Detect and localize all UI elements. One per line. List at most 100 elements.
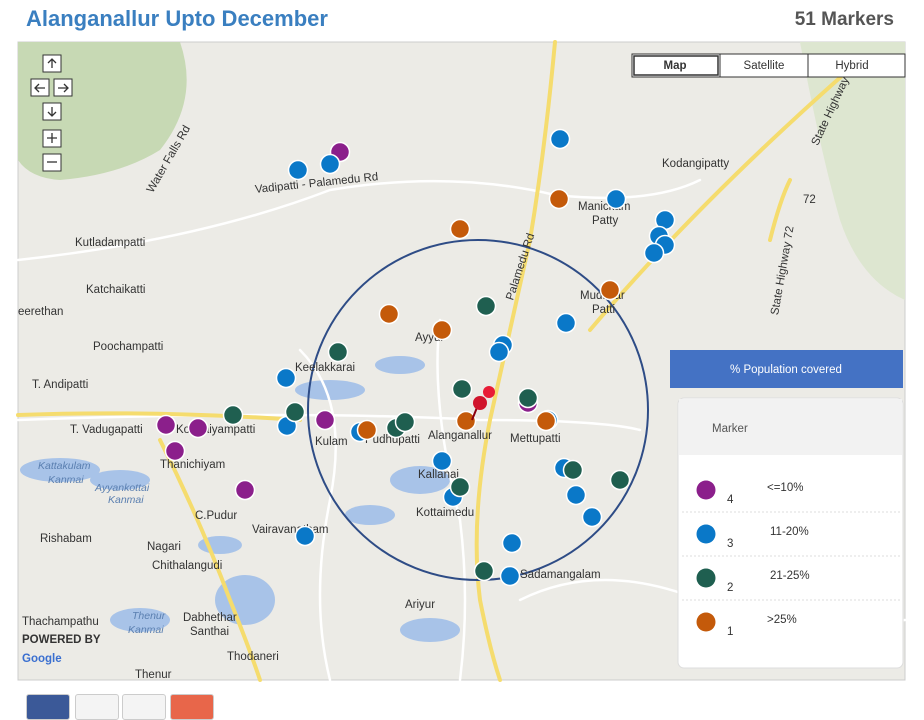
marker (187, 417, 209, 439)
place-label: T. Andipatti (32, 379, 88, 391)
marker (565, 484, 587, 506)
share-button[interactable] (26, 694, 70, 720)
map-type-buttons[interactable]: Map Satellite Hybrid (631, 53, 906, 78)
map-type[interactable]: Map (664, 60, 687, 72)
marker (581, 506, 603, 528)
marker (517, 387, 539, 409)
marker (548, 188, 570, 210)
legend-swatch (696, 612, 716, 632)
map-type[interactable]: Hybrid (835, 60, 868, 72)
map-controls[interactable] (30, 54, 73, 172)
share-button[interactable] (122, 694, 166, 720)
coverage-circle (307, 239, 649, 581)
legend-number: 4 (727, 494, 734, 506)
forest (800, 42, 905, 300)
marker (431, 319, 453, 341)
map: Kodangipatty Manickam Patty Kutladampatt… (16, 40, 907, 682)
legend-label: >25% (767, 614, 797, 626)
marker (488, 341, 510, 363)
place-label: Thenur (135, 669, 172, 681)
marker (275, 367, 297, 389)
water-label: Kanmai (48, 474, 84, 486)
marker (287, 159, 309, 181)
legend-number: 2 (727, 582, 733, 594)
marker (222, 404, 244, 426)
place-label: T. Vadugapatti (70, 424, 143, 436)
marker (394, 411, 416, 433)
legend: % Population covered Marker 4 <=10% 3 11-20… (670, 350, 904, 669)
place-label: Kondaiyampatti (176, 424, 255, 436)
marker (475, 295, 497, 317)
water-label: Thenur (132, 610, 166, 622)
pushpin (471, 386, 495, 421)
place-label: Chithalangudi (152, 560, 222, 572)
legend-swatch (696, 524, 716, 544)
marker (319, 153, 341, 175)
title: Alanganallur Upto December (26, 6, 328, 31)
legend-number: 1 (727, 626, 733, 638)
water-label: Kanmai (108, 494, 144, 506)
marker (473, 560, 495, 582)
place-label: Kallanai (418, 469, 459, 481)
share-button[interactable] (75, 694, 119, 720)
place-label: Alanganallur (428, 430, 492, 442)
place-label: Thodaneri (227, 651, 279, 663)
markers (155, 128, 676, 587)
place-label: Nagari (147, 541, 181, 553)
place-label: Patty (592, 215, 618, 227)
legend-number: 3 (727, 538, 733, 550)
marker (555, 312, 577, 334)
map-type[interactable]: Satellite (744, 60, 785, 72)
place-label: Thanichiyam (160, 459, 225, 471)
legend-title: Marker (712, 423, 748, 435)
marker (499, 565, 521, 587)
powered-by: POWERED BY (22, 634, 101, 646)
legend-label: <=10% (767, 482, 803, 494)
place-label: Mettupatti (510, 433, 561, 445)
place-label: C.Pudur (195, 510, 237, 522)
legend-heading: % Population covered (730, 364, 842, 376)
water-label: Kanmai (128, 624, 164, 636)
attribution: POWERED BY Google (22, 634, 101, 665)
marker (535, 410, 557, 432)
legend-swatch (696, 480, 716, 500)
place-label: Kutladampatti (75, 237, 145, 249)
place-label: Rishabam (40, 533, 92, 545)
marker (234, 479, 256, 501)
place-label: Poochampatti (93, 341, 163, 353)
marker (643, 242, 665, 264)
marker (327, 341, 349, 363)
marker (294, 525, 316, 547)
place-label: Thachampathu (22, 616, 99, 628)
legend-heading-box (670, 350, 903, 388)
marker (431, 450, 453, 472)
marker (378, 303, 400, 325)
share-button[interactable] (170, 694, 214, 720)
legend-swatch (696, 568, 716, 588)
place-label: Santhai (190, 626, 229, 638)
legend-label: 11-20% (770, 526, 809, 538)
marker (155, 414, 177, 436)
marker (451, 378, 473, 400)
marker (455, 410, 477, 432)
place-label: Patti (592, 304, 615, 316)
marker (501, 532, 523, 554)
place-label: Pudhupatti (365, 434, 420, 446)
marker (356, 419, 378, 441)
marker (609, 469, 631, 491)
place-label: Katchaikatti (86, 284, 145, 296)
place-label: eerethan (18, 306, 63, 318)
marker (449, 218, 471, 240)
road-label: 72 (803, 194, 816, 206)
place-label: Kodangipatty (662, 158, 729, 170)
water-label: Kattakulam (38, 460, 91, 472)
marker (562, 459, 584, 481)
marker (599, 279, 621, 301)
water-label: Ayyankottai (94, 482, 150, 494)
place-label: Kottaimedu (416, 507, 474, 519)
place-label: Vairavanatham (252, 524, 329, 536)
marker (449, 476, 471, 498)
place-label: Keelakkarai (295, 362, 355, 374)
marker (605, 188, 627, 210)
